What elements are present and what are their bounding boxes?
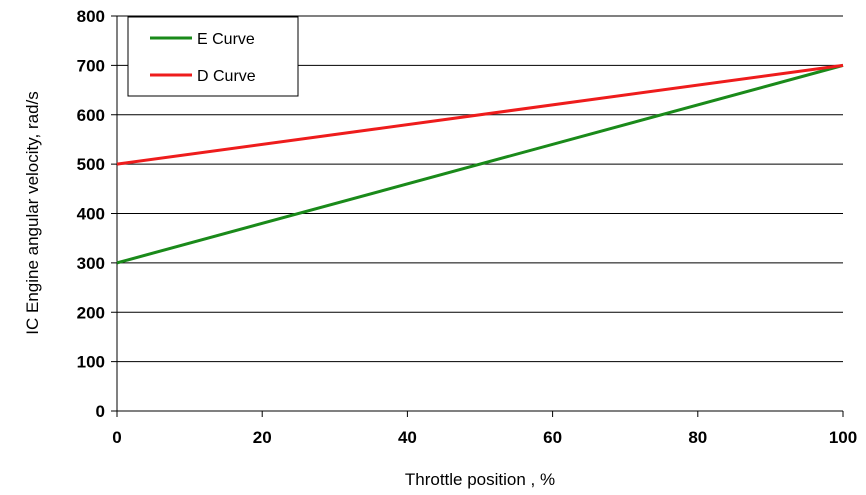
y-tick-label: 400: [77, 205, 105, 224]
y-tick-label: 0: [96, 402, 105, 421]
y-tick-label: 300: [77, 254, 105, 273]
y-tick-label: 800: [77, 7, 105, 26]
legend-label: E Curve: [197, 31, 255, 48]
series-layer: [116, 63, 844, 265]
axes: [111, 15, 844, 417]
x-tick-label: 40: [398, 428, 417, 447]
x-tick-label: 60: [543, 428, 562, 447]
x-tick-label: 100: [829, 428, 857, 447]
y-axis-title: IC Engine angular velocity, rad/s: [23, 91, 42, 334]
y-tick-label: 200: [77, 303, 105, 322]
x-tick-label: 20: [253, 428, 272, 447]
series-line-e-curve: [116, 63, 844, 265]
y-tick-label: 100: [77, 353, 105, 372]
x-tick-label: 80: [688, 428, 707, 447]
legend: E Curve D Curve: [127, 16, 299, 97]
x-axis-title: Throttle position , %: [405, 470, 555, 489]
legend-box: [127, 16, 299, 97]
y-tick-label: 700: [77, 56, 105, 75]
tick-labels: 0 100 200 300 400 500 600 700 800 0 20 40 60 80 100: [77, 7, 858, 447]
y-tick-label: 500: [77, 155, 105, 174]
legend-label: D Curve: [197, 68, 256, 85]
x-tick-label: 0: [112, 428, 121, 447]
series-line-d-curve: [116, 63, 844, 166]
y-tick-label: 600: [77, 106, 105, 125]
